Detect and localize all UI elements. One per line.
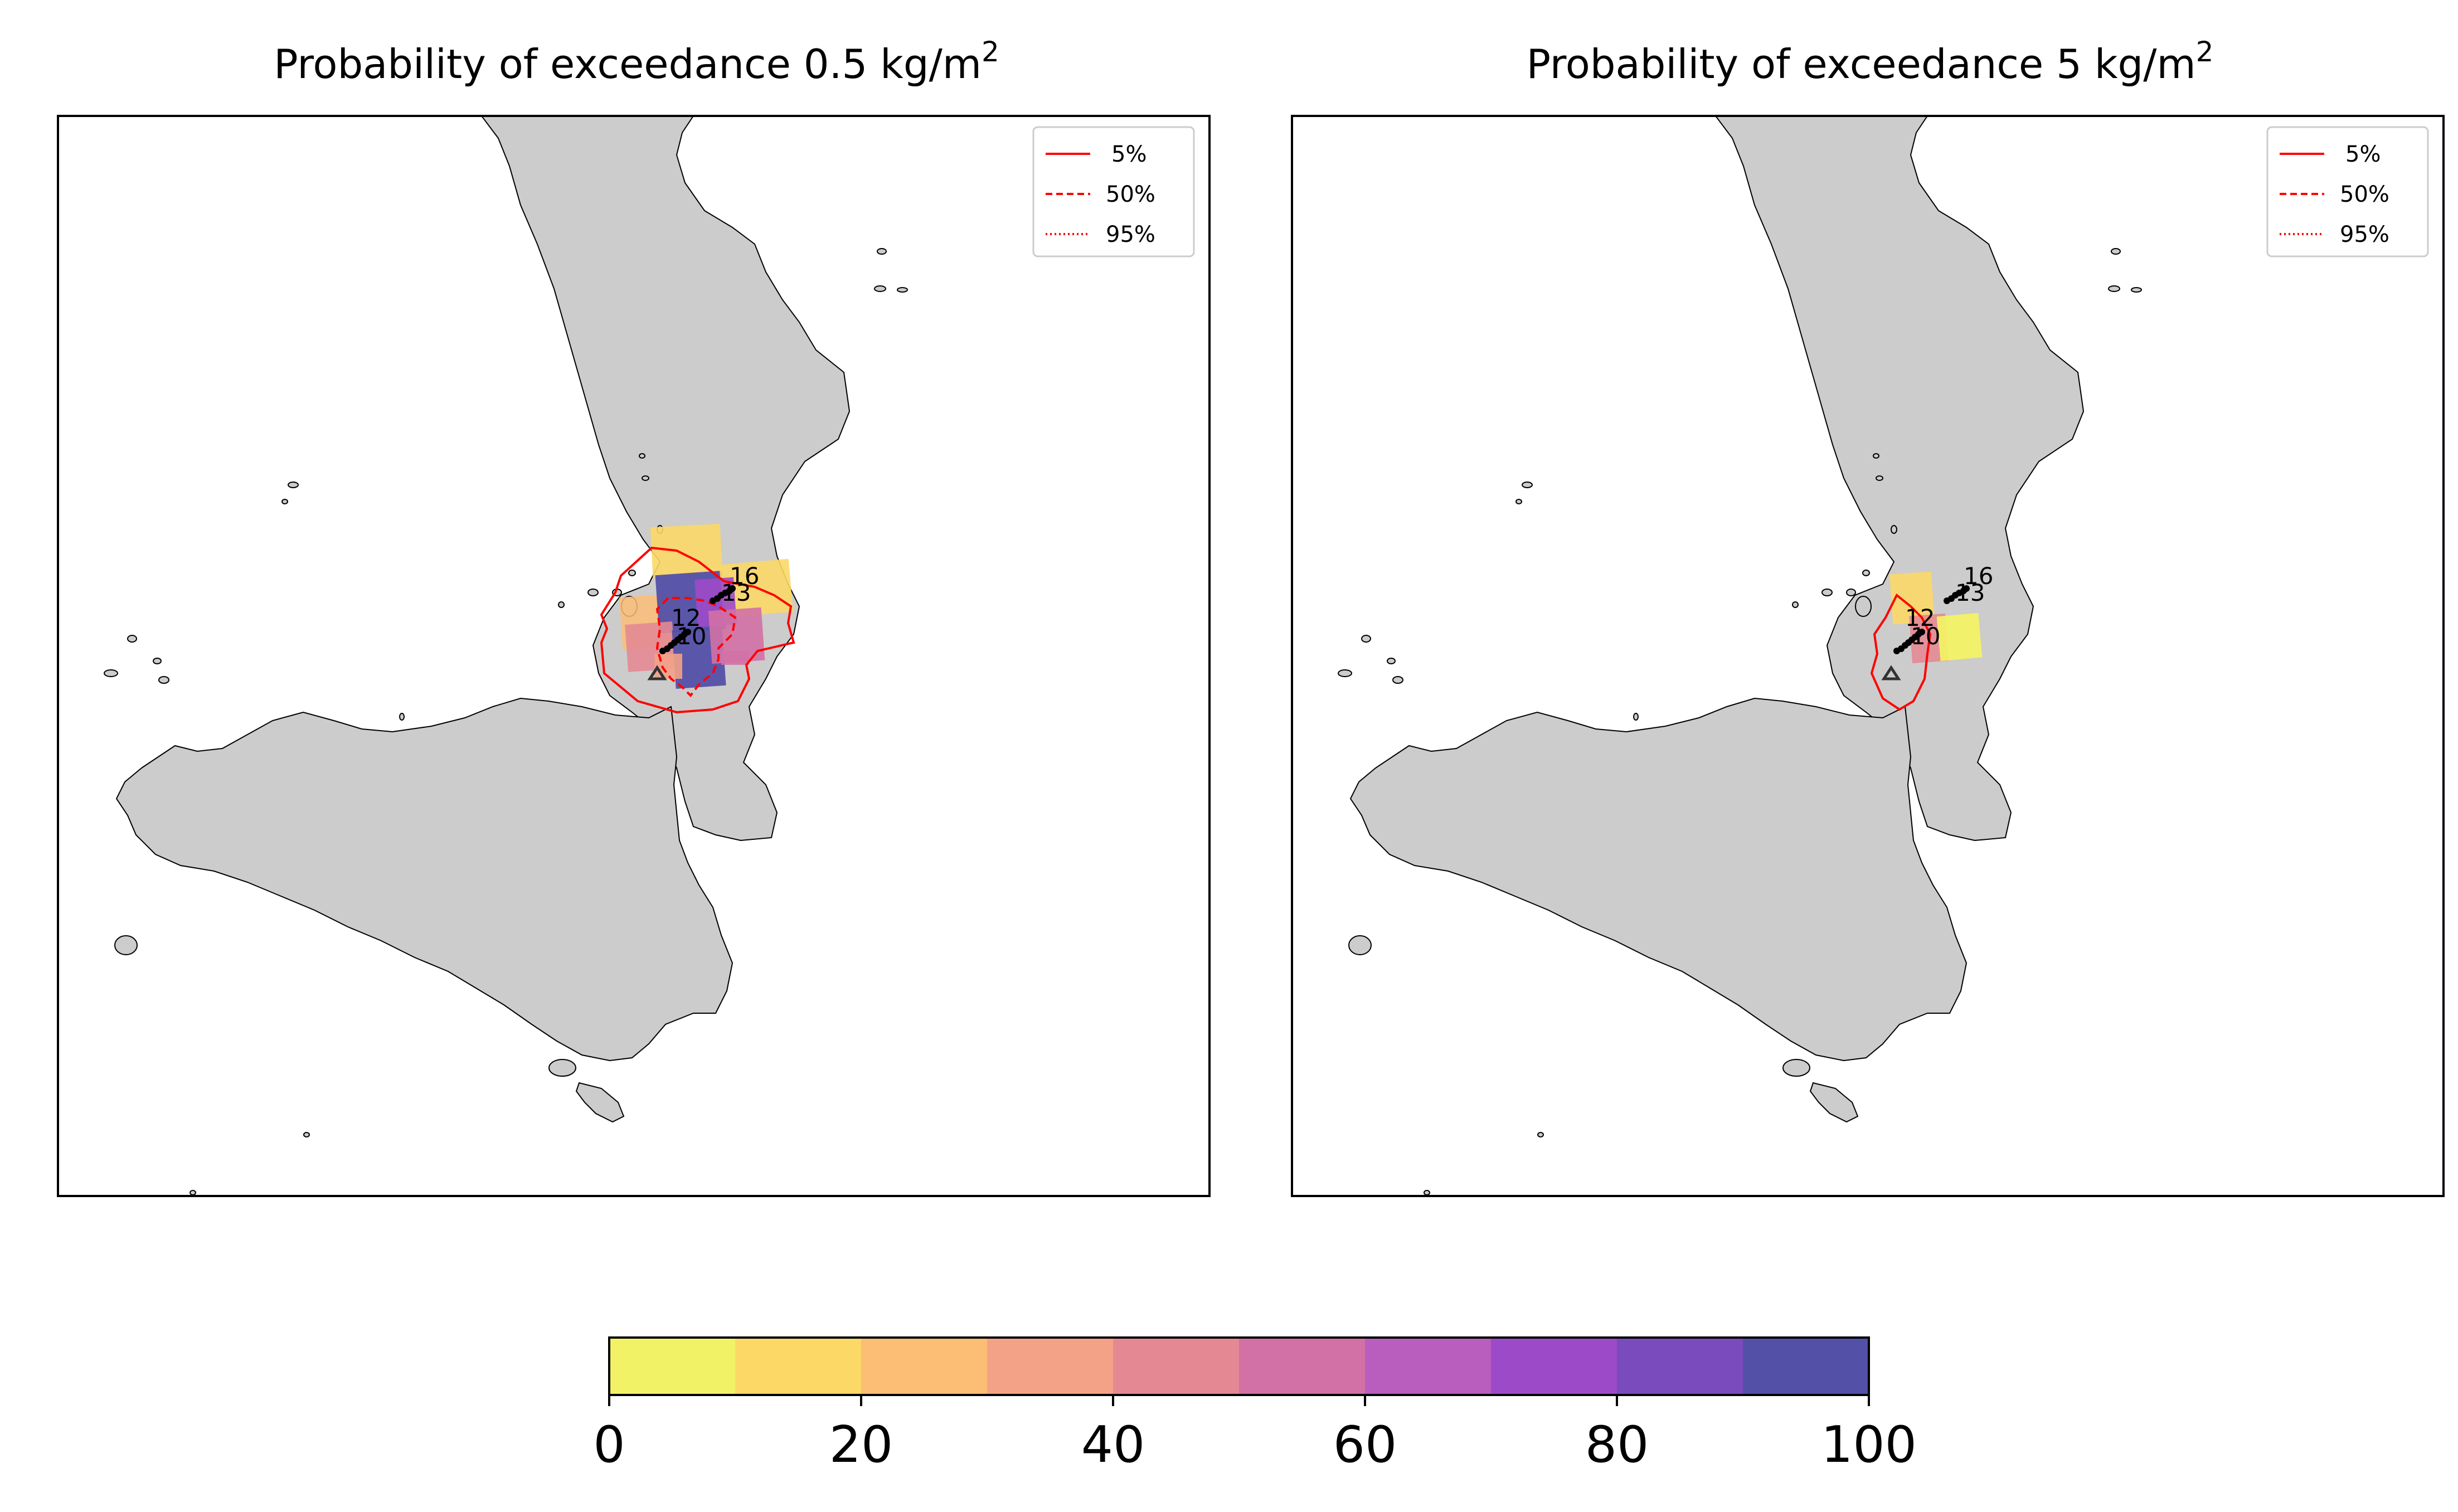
colorbar-tick-label: 80	[1585, 1416, 1649, 1474]
colorbar-swatch	[1113, 1338, 1240, 1395]
grid-cell	[654, 654, 682, 679]
svg-text:50%: 50%	[2340, 182, 2389, 207]
svg-text:5%: 5%	[1111, 142, 1147, 167]
map-frame	[57, 115, 1211, 1197]
svg-text:95%: 95%	[2340, 222, 2389, 247]
colorbar: 0 20 40 60 80 100	[593, 1336, 1917, 1474]
contours	[600, 546, 795, 714]
svg-text:10: 10	[1911, 623, 1940, 650]
svg-text:16: 16	[1964, 562, 1993, 590]
map-area: 16 13 12 10 5% 50% 95%	[57, 115, 1211, 1197]
colorbar-tick-label: 60	[1333, 1416, 1397, 1474]
vent-marker	[1881, 665, 1901, 680]
colorbar-swatch	[1239, 1338, 1366, 1395]
colorbar-swatch	[609, 1338, 736, 1395]
map-area: 16 13 12 10 5% 50% 95%	[1291, 115, 2445, 1197]
svg-text:12: 12	[671, 604, 701, 631]
colorbar-swatch	[1743, 1338, 1869, 1395]
panel-right: Probability of exceedance 5 kg/m2	[1291, 36, 2445, 1197]
grid-cell	[1936, 612, 1983, 662]
colorbar-tick-label: 40	[1081, 1416, 1145, 1474]
svg-text:50%: 50%	[1106, 182, 1155, 207]
colorbar-swatch	[861, 1338, 988, 1395]
panel-left: Probability of exceedance 0.5 kg/m2	[57, 36, 1211, 1197]
colorbar-tick-label: 20	[829, 1416, 893, 1474]
contour-5-percent	[600, 546, 795, 714]
map-legend: 5% 50% 95%	[1032, 126, 1195, 257]
colorbar-tick-label: 100	[1821, 1416, 1917, 1474]
svg-text:95%: 95%	[1106, 222, 1155, 247]
landmass	[1338, 116, 2142, 1195]
svg-text:13: 13	[1955, 579, 1985, 606]
colorbar-ticks: 0 20 40 60 80 100	[593, 1395, 1917, 1474]
grid-cell	[708, 607, 765, 664]
colorbar-tick-label: 0	[593, 1416, 625, 1474]
svg-text:10: 10	[677, 623, 706, 650]
landmass	[104, 116, 908, 1195]
colorbar-swatch	[987, 1338, 1114, 1395]
contour-50-percent	[655, 597, 737, 698]
colorbar-swatch	[1365, 1338, 1492, 1395]
colorbar-swatch	[1617, 1338, 1743, 1395]
grid-cell	[1889, 571, 1935, 625]
probability-grid	[1889, 571, 1983, 664]
map-viewport: 16 13 12 10 5% 50% 95%	[104, 116, 1195, 1195]
svg-text:13: 13	[721, 579, 751, 606]
sampling-sites	[659, 585, 736, 654]
sampling-sites	[1893, 585, 1970, 654]
colorbar-frame	[608, 1336, 1870, 1396]
colorbar-swatch	[735, 1338, 862, 1395]
contour-5-percent	[1870, 593, 1932, 711]
svg-text:5%: 5%	[2345, 142, 2381, 167]
map-frame	[1291, 115, 2445, 1197]
grid-cell	[721, 651, 749, 665]
contours	[1870, 593, 1932, 711]
panel-title: Probability of exceedance 0.5 kg/m2	[274, 36, 999, 87]
map-viewport: 16 13 12 10 5% 50% 95%	[1338, 116, 2429, 1195]
svg-text:16: 16	[730, 562, 759, 590]
site-labels: 16 13 12 10	[1905, 562, 1993, 650]
vent-marker	[647, 665, 667, 680]
svg-text:12: 12	[1905, 604, 1935, 631]
map-legend: 5% 50% 95%	[2266, 126, 2429, 257]
colorbar-swatch	[1491, 1338, 1617, 1395]
grid-cell	[650, 523, 723, 578]
colorbar-swatches	[609, 1338, 1869, 1395]
site-labels: 16 13 12 10	[671, 562, 759, 650]
panel-title: Probability of exceedance 5 kg/m2	[1527, 36, 2214, 87]
